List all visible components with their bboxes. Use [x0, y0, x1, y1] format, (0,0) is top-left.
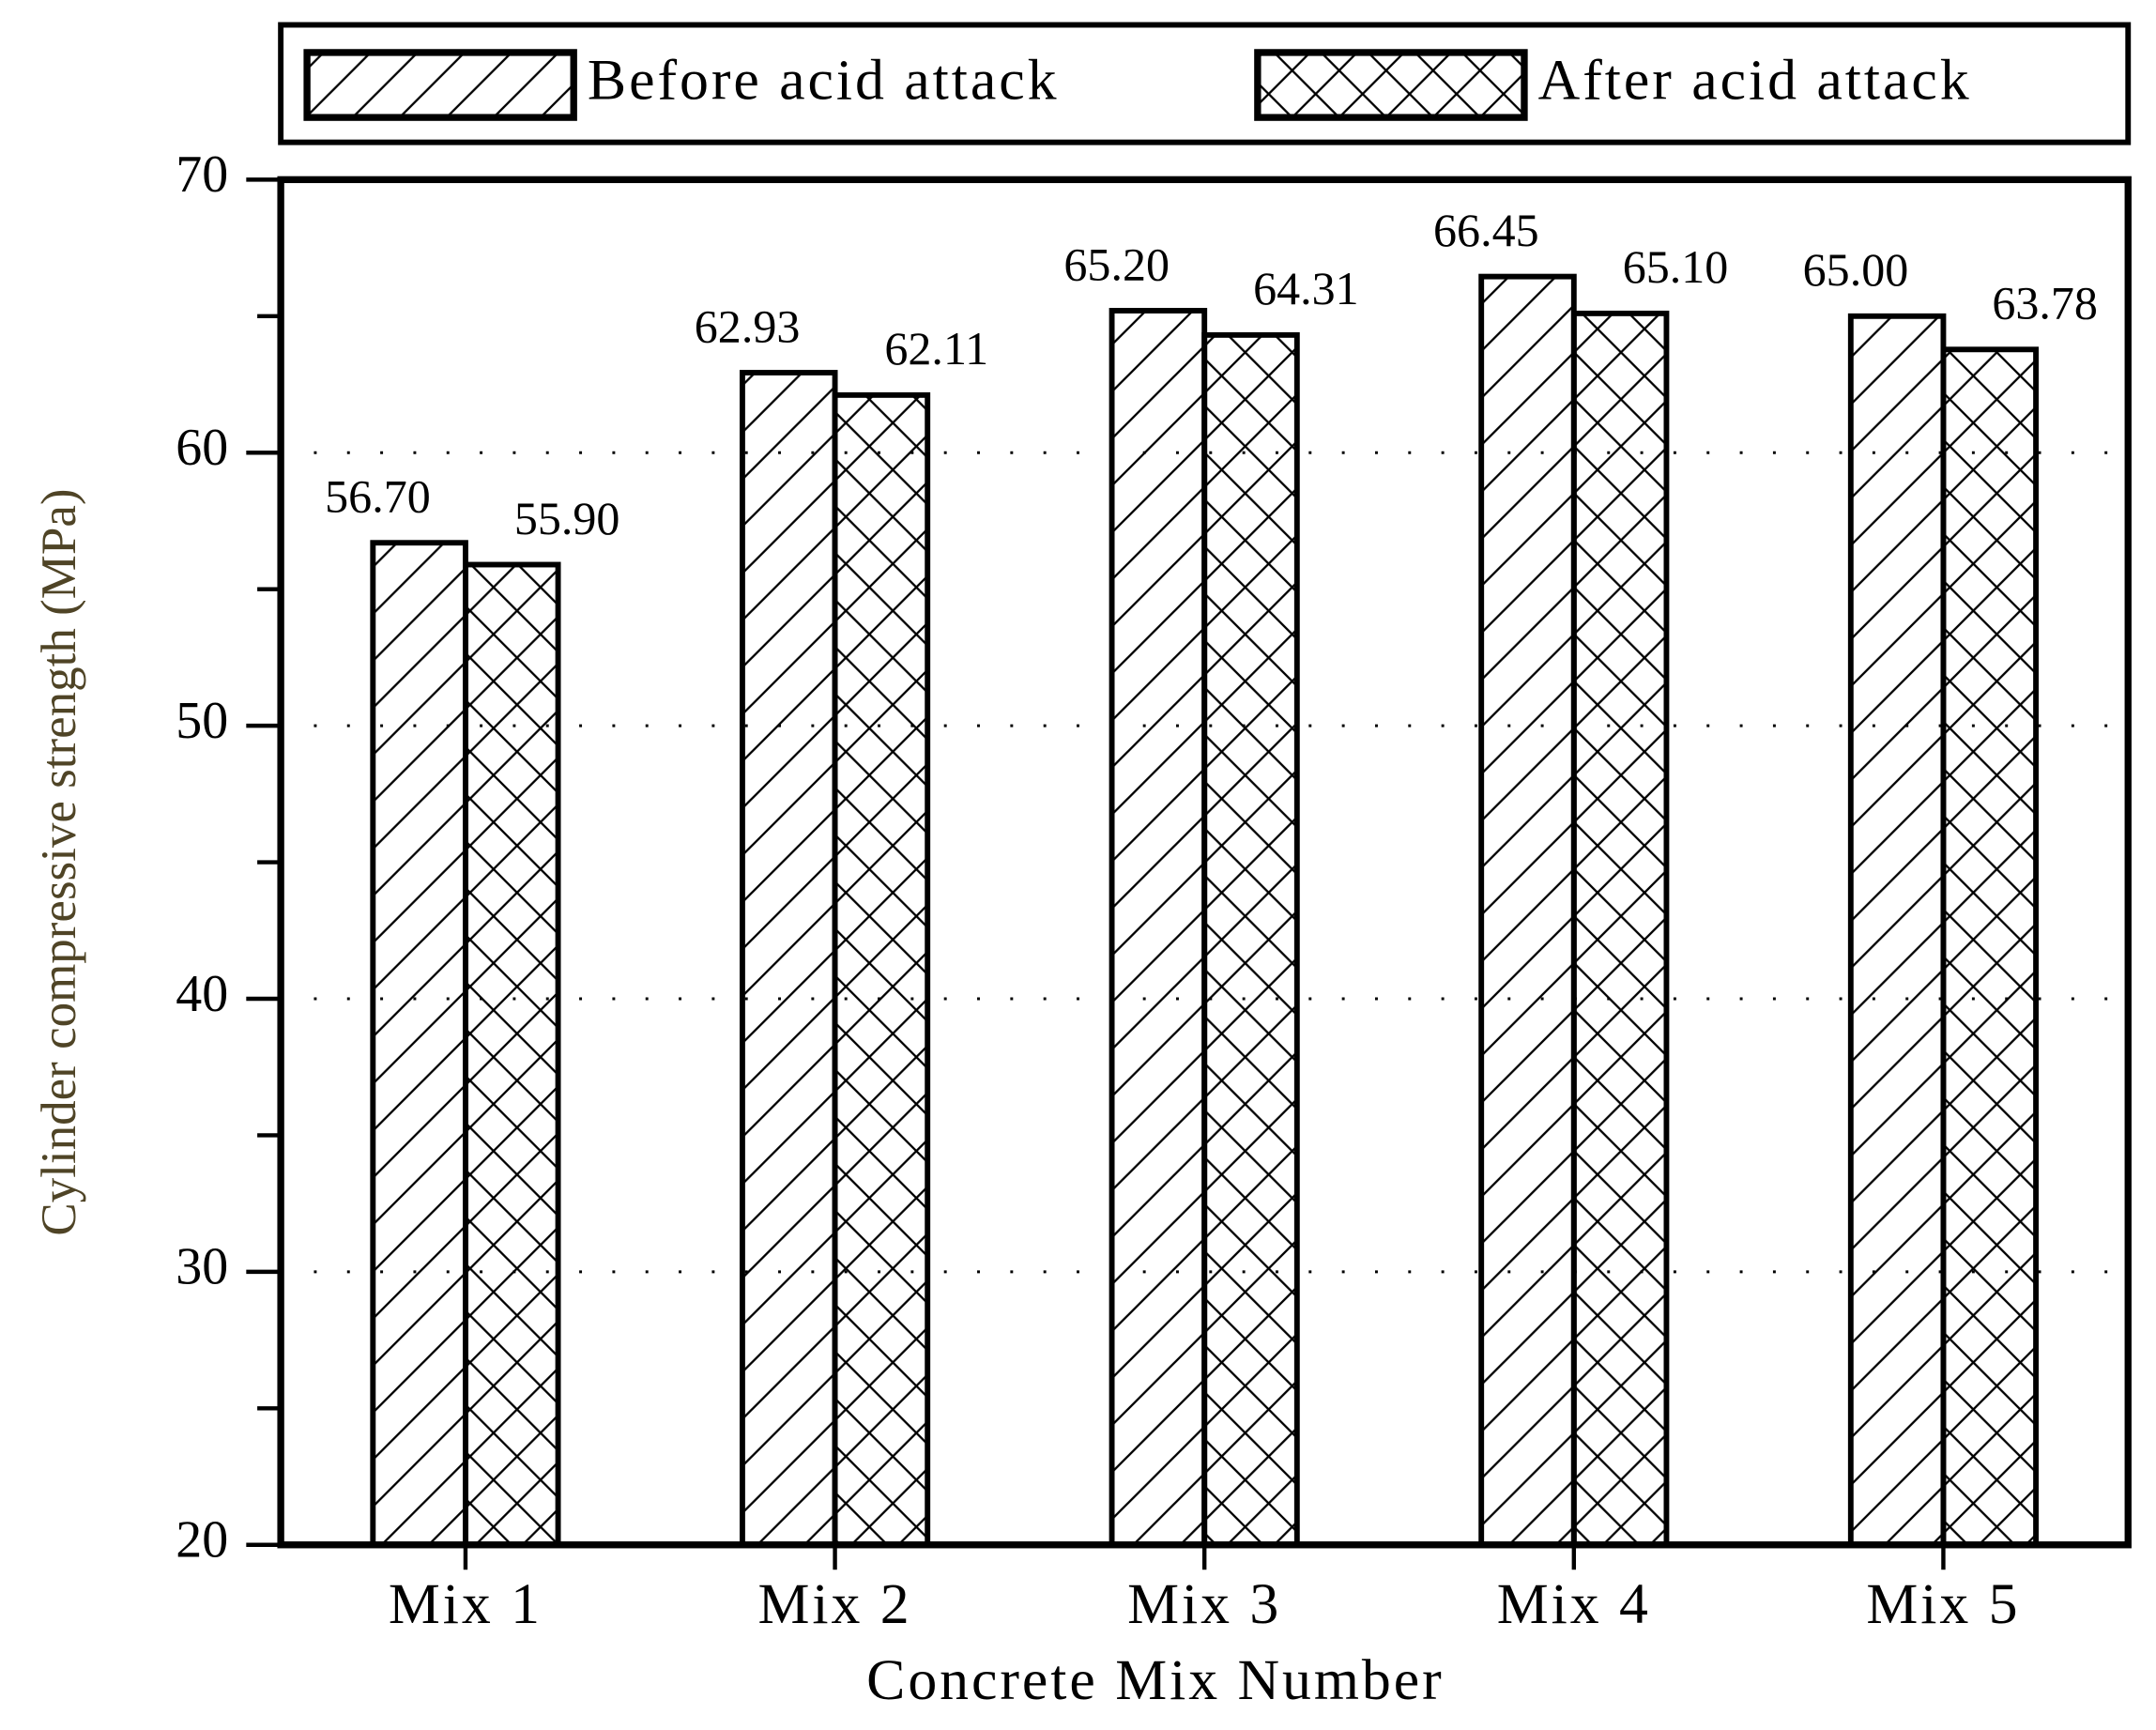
y-tick-label: 30	[176, 1238, 228, 1296]
legend-box	[278, 22, 2132, 145]
value-label: 65.20	[1063, 237, 1170, 290]
bar	[739, 370, 838, 1548]
y-axis-label: Cylinder compressive strength (MPa)	[32, 489, 86, 1236]
bar	[462, 561, 561, 1548]
y-tick-label: 60	[176, 419, 228, 477]
value-label: 64.31	[1253, 262, 1359, 314]
y-tick-label: 40	[176, 965, 228, 1023]
bar	[1478, 273, 1577, 1548]
value-label: 55.90	[514, 492, 620, 544]
bar	[1201, 331, 1300, 1548]
value-label: 65.10	[1623, 240, 1729, 293]
y-tick-label: 70	[176, 145, 228, 204]
legend-label: Before acid attack	[588, 48, 1060, 112]
y-tick-label: 50	[176, 692, 228, 750]
bar	[370, 540, 468, 1548]
bar	[1109, 308, 1208, 1548]
value-label: 56.70	[325, 470, 431, 523]
x-tick-label: Mix 5	[1866, 1572, 2020, 1636]
value-label: 66.45	[1433, 204, 1539, 256]
bar	[832, 391, 931, 1548]
value-label: 63.78	[1992, 277, 2098, 329]
value-label: 65.00	[1803, 243, 1909, 296]
legend-swatch	[1254, 49, 1528, 121]
legend-label: After acid attack	[1538, 48, 1972, 112]
bar	[1570, 310, 1670, 1548]
x-tick-label: Mix 1	[389, 1572, 543, 1636]
x-tick-label: Mix 2	[758, 1572, 912, 1636]
bar	[1847, 313, 1947, 1548]
y-tick-label: 20	[176, 1511, 228, 1569]
bar	[1940, 346, 2040, 1548]
plot	[281, 273, 2129, 1548]
x-axis-label: Concrete Mix Number	[866, 1648, 1445, 1712]
legend-swatch	[303, 49, 577, 121]
x-tick-label: Mix 4	[1497, 1572, 1651, 1636]
value-label: 62.93	[695, 299, 801, 352]
x-tick-label: Mix 3	[1127, 1572, 1281, 1636]
value-label: 62.11	[884, 322, 988, 375]
